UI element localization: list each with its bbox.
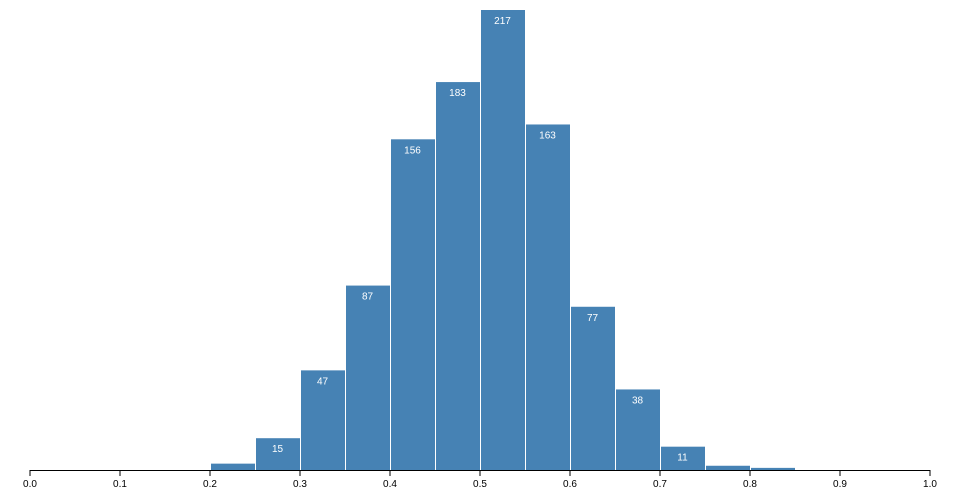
x-tick-label: 0.9 bbox=[833, 479, 847, 490]
bar bbox=[436, 82, 480, 470]
bar bbox=[391, 139, 435, 470]
value-label: 217 bbox=[494, 16, 511, 27]
bar bbox=[571, 306, 615, 470]
value-label: 38 bbox=[632, 395, 644, 406]
bar bbox=[256, 438, 300, 470]
value-label: 47 bbox=[317, 376, 329, 387]
bar bbox=[346, 285, 390, 470]
bar bbox=[661, 446, 705, 470]
bar bbox=[526, 124, 570, 471]
x-tick-label: 0.7 bbox=[653, 479, 667, 490]
x-tick-label: 1.0 bbox=[923, 479, 937, 490]
x-tick-label: 0.6 bbox=[563, 479, 577, 490]
value-label: 183 bbox=[449, 88, 466, 99]
x-tick-label: 0.5 bbox=[473, 479, 487, 490]
x-tick-label: 0.4 bbox=[383, 479, 397, 490]
bar bbox=[481, 10, 525, 470]
value-label: 156 bbox=[404, 145, 421, 156]
value-label: 87 bbox=[362, 292, 374, 303]
value-label: 163 bbox=[539, 130, 556, 141]
bar bbox=[616, 389, 660, 470]
bar bbox=[301, 370, 345, 470]
bar bbox=[211, 463, 255, 470]
x-tick-label: 0.2 bbox=[203, 479, 217, 490]
bar bbox=[706, 465, 750, 470]
value-label: 77 bbox=[587, 313, 599, 324]
x-tick-label: 0.3 bbox=[293, 479, 307, 490]
value-label: 15 bbox=[272, 444, 284, 455]
x-tick-label: 0.8 bbox=[743, 479, 757, 490]
value-label: 11 bbox=[677, 453, 688, 464]
bar bbox=[751, 467, 795, 470]
x-tick-label: 0.0 bbox=[23, 479, 37, 490]
x-tick-label: 0.1 bbox=[113, 479, 127, 490]
